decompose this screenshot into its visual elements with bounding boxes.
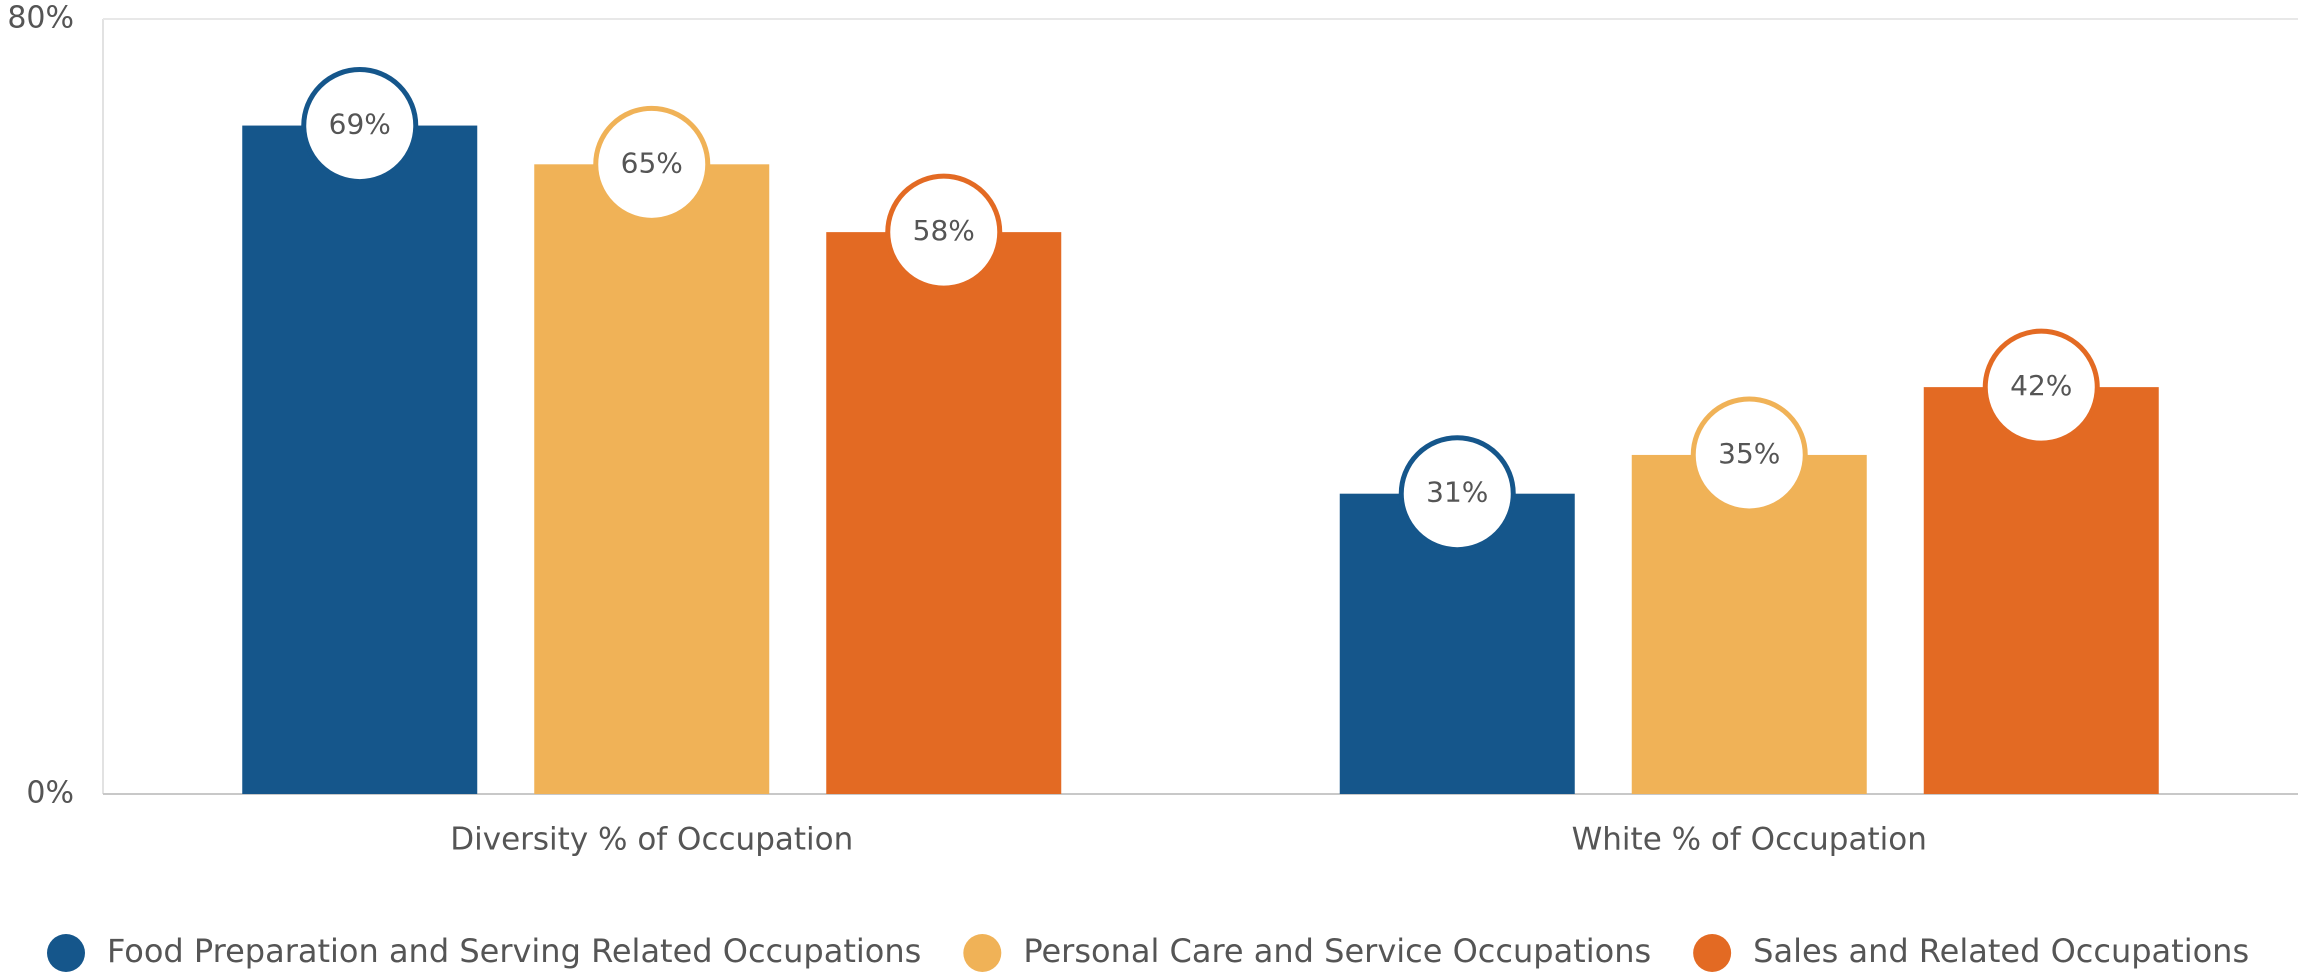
- value-label-bubble: [885, 173, 1003, 291]
- legend-label: Sales and Related Occupations: [1753, 932, 2249, 970]
- value-label: 69%: [329, 108, 391, 141]
- value-label-bubble: [301, 67, 419, 185]
- value-label-bubble: [593, 105, 711, 223]
- legend-swatch: [1693, 934, 1732, 972]
- bar: [534, 164, 770, 794]
- value-label: 58%: [913, 214, 975, 247]
- y-tick-label: 80%: [7, 1, 74, 36]
- value-label: 65%: [621, 146, 683, 179]
- x-tick-label: White % of Occupation: [1572, 822, 1927, 858]
- legend-swatch: [47, 934, 85, 972]
- value-label-bubble: [1982, 328, 2100, 446]
- legend-label: Food Preparation and Serving Related Occ…: [107, 932, 921, 970]
- value-label: 31%: [1426, 476, 1488, 509]
- value-label-bubble: [1690, 396, 1808, 514]
- value-label: 35%: [1718, 437, 1780, 470]
- bar: [1923, 387, 2159, 794]
- bar: [242, 125, 478, 794]
- legend-label: Personal Care and Service Occupations: [1023, 932, 1651, 970]
- bar: [826, 232, 1062, 794]
- x-tick-label: Diversity % of Occupation: [450, 822, 853, 858]
- y-tick-label: 0%: [26, 776, 74, 811]
- value-label-bubble: [1398, 435, 1516, 553]
- value-label: 42%: [2010, 369, 2072, 402]
- legend-swatch: [963, 934, 1002, 972]
